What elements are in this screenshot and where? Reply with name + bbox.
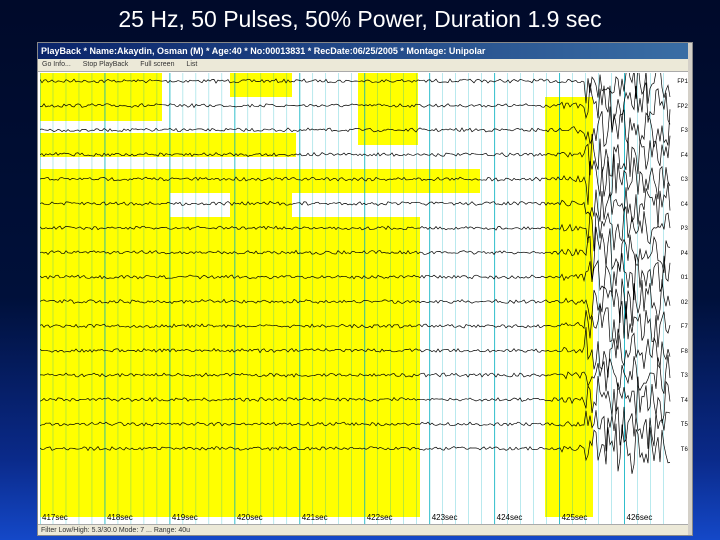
window-title: PlayBack * Name:Akaydin, Osman (M) * Age…	[38, 43, 692, 59]
time-label: 424sec	[496, 513, 523, 522]
time-label: 417sec	[42, 513, 68, 522]
menu-full-screen[interactable]: Full screen	[140, 61, 175, 68]
time-label: 422sec	[366, 513, 393, 522]
channel-label: O2	[680, 298, 688, 306]
eeg-trace-t4	[40, 375, 671, 423]
time-label: 419sec	[171, 513, 198, 522]
eeg-trace-t5	[40, 406, 671, 452]
channel-label: C4	[680, 200, 688, 208]
highlight-block	[358, 73, 418, 145]
slide-title: 25 Hz, 50 Pulses, 50% Power, Duration 1.…	[118, 6, 602, 32]
eeg-trace-o1	[40, 253, 671, 301]
menu-list[interactable]: List	[186, 61, 198, 68]
channel-label: F3	[680, 127, 688, 134]
channel-label: P3	[680, 225, 688, 232]
eeg-trace-p3	[40, 206, 671, 252]
status-bar: Filter Low/High: 5.3/30.0 Mode: 7 ... Ra…	[38, 524, 692, 535]
eeg-trace-t6	[40, 423, 671, 474]
channel-label: T5	[680, 421, 688, 428]
channel-label: T3	[680, 372, 688, 379]
menu-bar: Go Info... Stop PlayBack Full screen Lis…	[38, 59, 692, 72]
eeg-playback-window: PlayBack * Name:Akaydin, Osman (M) * Age…	[37, 42, 693, 536]
vertical-scrollbar[interactable]	[688, 43, 692, 535]
eeg-trace-fp2	[40, 82, 671, 133]
eeg-trace-o2	[40, 278, 671, 326]
channel-label: F8	[680, 347, 688, 355]
channel-label: T4	[680, 396, 688, 404]
eeg-traces	[40, 73, 671, 525]
channel-label: F4	[680, 151, 688, 159]
highlight-block	[40, 483, 420, 513]
eeg-trace-f4	[40, 133, 671, 177]
time-label: 420sec	[236, 513, 263, 522]
menu-stop-playback[interactable]: Stop PlayBack	[82, 61, 129, 68]
time-label: 418sec	[106, 513, 133, 522]
channel-label: F7	[680, 323, 688, 330]
eeg-trace-f8	[40, 327, 671, 378]
eeg-trace-c4	[40, 182, 671, 228]
channel-label: FP1	[677, 78, 688, 85]
time-label: 426sec	[626, 513, 653, 522]
eeg-trace-c3	[40, 153, 671, 205]
eeg-trace-f7	[40, 300, 671, 350]
highlight-block	[545, 97, 593, 517]
channel-label: C3	[680, 176, 688, 183]
time-axis: 417sec 418sec 419sec 420sec 421sec 422sec 423s…	[40, 513, 670, 523]
channel-label: T6	[680, 445, 688, 453]
eeg-trace-fp1	[40, 73, 671, 104]
eeg-trace-p4	[40, 226, 671, 282]
highlight-block	[40, 133, 296, 157]
eeg-trace-area: FP1 FP2 F3 F4 C3 C4 P3 P4 O1 O2 F7 F8 T3 T4 T5 T6	[40, 73, 690, 525]
channel-label: O1	[680, 274, 688, 281]
highlight-block	[40, 169, 480, 193]
menu-go-info[interactable]: Go Info...	[42, 61, 71, 68]
channel-labels: FP1 FP2 F3 F4 C3 C4 P3 P4 O1 O2 F7 F8 T3 T4 T5 T6	[670, 73, 688, 525]
highlight-block	[170, 243, 232, 267]
channel-label: FP2	[677, 102, 688, 110]
time-label: 423sec	[431, 513, 458, 522]
eeg-trace-t3	[40, 354, 671, 394]
channel-label: P4	[680, 249, 688, 257]
eeg-trace-f3	[40, 106, 671, 148]
time-label: 425sec	[561, 513, 588, 522]
time-label: 421sec	[301, 513, 328, 522]
